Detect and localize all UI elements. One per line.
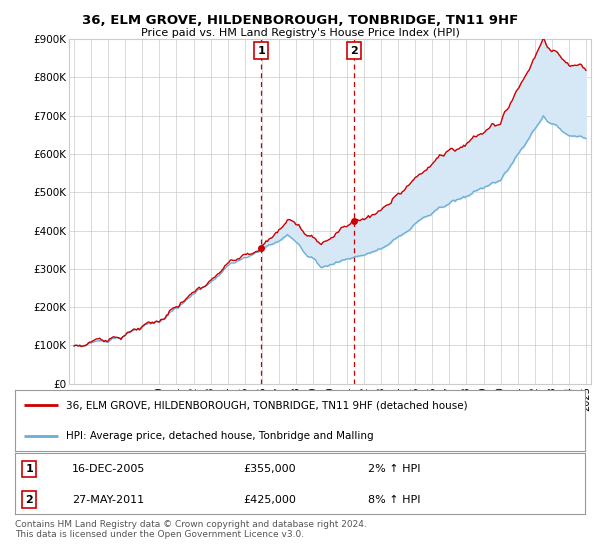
Text: 36, ELM GROVE, HILDENBOROUGH, TONBRIDGE, TN11 9HF (detached house): 36, ELM GROVE, HILDENBOROUGH, TONBRIDGE,… [66, 400, 468, 410]
Text: 2% ↑ HPI: 2% ↑ HPI [368, 464, 421, 474]
Text: HPI: Average price, detached house, Tonbridge and Malling: HPI: Average price, detached house, Tonb… [66, 431, 374, 441]
Text: 8% ↑ HPI: 8% ↑ HPI [368, 494, 421, 505]
Text: 16-DEC-2005: 16-DEC-2005 [72, 464, 145, 474]
Text: £355,000: £355,000 [243, 464, 296, 474]
Text: Price paid vs. HM Land Registry's House Price Index (HPI): Price paid vs. HM Land Registry's House … [140, 28, 460, 38]
Text: Contains HM Land Registry data © Crown copyright and database right 2024.
This d: Contains HM Land Registry data © Crown c… [15, 520, 367, 539]
Text: £425,000: £425,000 [243, 494, 296, 505]
Text: 1: 1 [257, 46, 265, 55]
Text: 36, ELM GROVE, HILDENBOROUGH, TONBRIDGE, TN11 9HF: 36, ELM GROVE, HILDENBOROUGH, TONBRIDGE,… [82, 14, 518, 27]
Text: 1: 1 [25, 464, 33, 474]
Text: 27-MAY-2011: 27-MAY-2011 [72, 494, 144, 505]
Text: 2: 2 [25, 494, 33, 505]
Text: 2: 2 [350, 46, 358, 55]
